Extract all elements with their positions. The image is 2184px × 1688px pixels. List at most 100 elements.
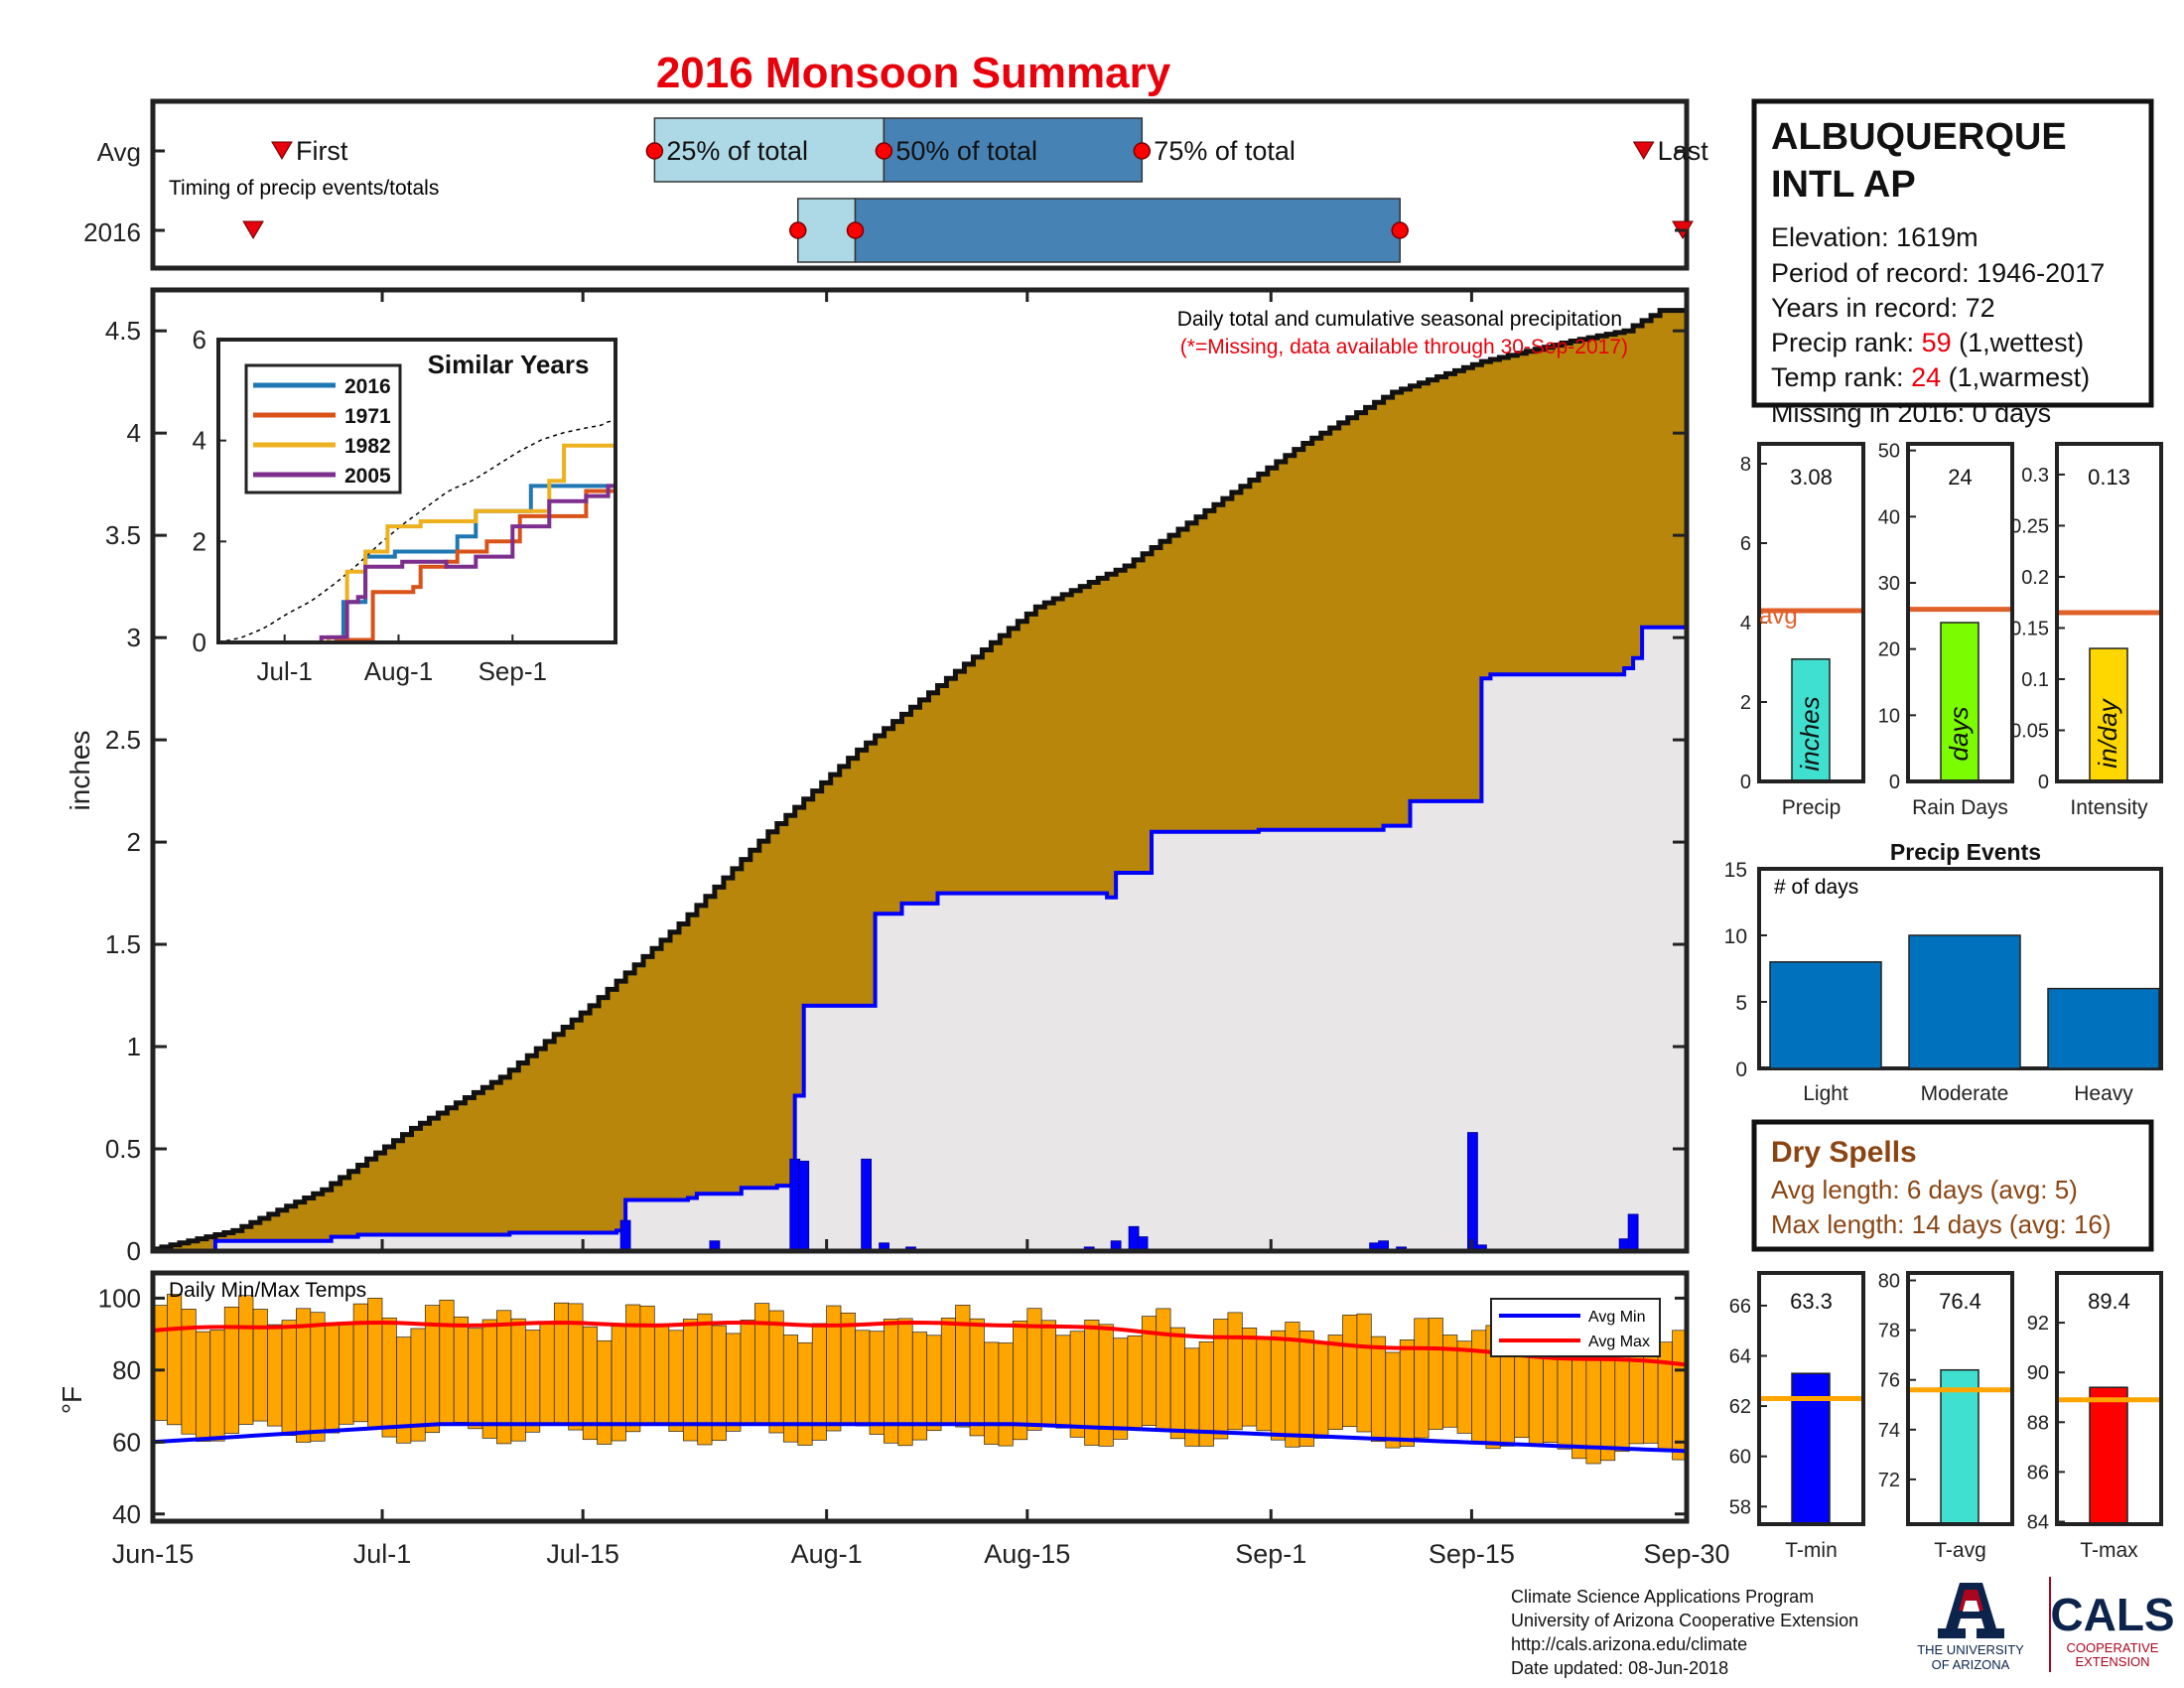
daily-temp-bar [797, 1341, 813, 1446]
daily-temp-bar [195, 1331, 211, 1442]
summary-ytick-label: 0.05 [2010, 720, 2049, 742]
timing-panel: Avg 2016 Timing of precip events/totals … [83, 98, 1708, 271]
daily-temp-bar [1514, 1345, 1530, 1439]
station-name-1: ALBUQUERQUE [1771, 116, 2067, 158]
inset-ytick-label: 4 [193, 426, 206, 456]
avg-p75-marker [1133, 142, 1152, 160]
summary-ytick-label: 0.25 [2010, 515, 2049, 537]
daily-temp-bar [1327, 1335, 1343, 1430]
summary-value-label: 24 [1948, 465, 1972, 490]
summary-ytick-label: 0.2 [2021, 567, 2049, 589]
observed-cumulative-area [153, 621, 1687, 1251]
temp-summary-frame [1906, 1271, 2014, 1526]
daily-temp-bar [1342, 1315, 1358, 1428]
summary-ytick-label: 2 [1740, 692, 1751, 714]
daily-temp-bar [654, 1324, 670, 1425]
temp-rank-value: 24 [1911, 362, 1941, 392]
timing-row-avg: Avg [97, 137, 141, 167]
temp-summary-ytick-label: 60 [1729, 1447, 1751, 1469]
daily-temp-bar [310, 1312, 326, 1442]
daily-temp-bar [281, 1320, 297, 1437]
precip-ylabel: inches [65, 731, 95, 811]
daily-temp-bar [668, 1330, 684, 1432]
daily-temp-bar [1040, 1320, 1056, 1426]
temp-summary-ytick-label: 78 [1878, 1321, 1900, 1342]
daily-temp-bar [998, 1342, 1014, 1447]
daily-temp-bar [1242, 1328, 1258, 1427]
inset-series-line-1971 [218, 461, 617, 644]
xaxis-tick-label: Sep-1 [1235, 1539, 1306, 1569]
timing-p50-label: 50% of total [895, 136, 1037, 166]
precip-ytick-label: 0.5 [105, 1134, 141, 1164]
avg-min-line [152, 1422, 1688, 1454]
summary-ytick-label: 4 [1740, 613, 1751, 634]
summary-unit-label: in/day [2093, 697, 2122, 768]
summary-panel-frame [1757, 442, 1865, 783]
daily-temp-bar [296, 1308, 312, 1443]
temp-summary-category: T-min [1785, 1539, 1838, 1562]
xaxis-tick-label: Jun-15 [112, 1539, 195, 1569]
inset-xtick-label: Jul-1 [256, 656, 312, 686]
daily-temp-bar [869, 1331, 885, 1435]
precip-missing-note: (*=Missing, data available through 30-Se… [1180, 336, 1628, 358]
daily-temp-bar [926, 1335, 942, 1432]
temp-summary-ytick-label: 86 [2027, 1462, 2049, 1483]
precip-ytick-label: 3 [127, 623, 141, 652]
daily-temp-bar [1298, 1331, 1314, 1447]
summary-ytick-label: 0.1 [2021, 669, 2049, 691]
daily-temp-bar [969, 1318, 985, 1437]
legend-avg-min: Avg Min [1588, 1309, 1646, 1326]
summary-bar-precip [1791, 658, 1831, 782]
daily-temp-bar [1313, 1342, 1329, 1439]
daily-precip-bar [798, 1160, 810, 1252]
temp-summary-value: 63.3 [1790, 1289, 1833, 1314]
summary-ytick-label: 20 [1878, 639, 1900, 661]
observed-cumulative-line [153, 621, 1689, 1253]
daily-temp-bar [238, 1295, 254, 1425]
precip-events-ytick-label: 10 [1724, 925, 1747, 948]
daily-temp-bar [1657, 1341, 1673, 1452]
precip-ytick-label: 1.5 [105, 929, 141, 959]
summary-ytick-label: 6 [1740, 533, 1751, 555]
daily-temp-bar [940, 1318, 956, 1426]
avg-q2-box [883, 117, 1144, 183]
precip-ytick-label: 1 [127, 1032, 141, 1061]
daily-temp-bar [267, 1324, 283, 1427]
temp-summary-value: 76.4 [1939, 1289, 1981, 1314]
temp-summary-ytick-label: 80 [1878, 1271, 1900, 1293]
daily-temp-bar [740, 1320, 755, 1425]
temp-summary-ytick-label: 74 [1878, 1420, 1900, 1442]
daily-precip-bar [619, 1219, 631, 1252]
cals-logo-text: CALS [2050, 1589, 2174, 1640]
summary-category-label: Rain Days [1912, 796, 2008, 819]
temp-summary-ytick-label: 84 [2027, 1511, 2049, 1533]
summary-ytick-label: 0 [1740, 772, 1751, 793]
station-info-box [1751, 98, 2154, 408]
daily-temp-bar [984, 1341, 1000, 1445]
daily-temp-bar [1471, 1330, 1487, 1444]
daily-temp-bar [439, 1299, 455, 1425]
precip-events-bar-moderate [1908, 934, 2021, 1069]
precip-rank-suffix: (1,wettest) [1952, 328, 2085, 357]
inset-xtick-label: Aug-1 [364, 656, 433, 686]
footer-line-1: Climate Science Applications Program [1511, 1587, 1814, 1607]
inset-legend-label: 2016 [344, 375, 391, 398]
precip-events-ylabel: # of days [1774, 876, 1858, 899]
precip-events-bar-heavy [2047, 987, 2160, 1069]
daily-temp-bar [1055, 1335, 1071, 1429]
daily-temp-bar [840, 1312, 856, 1425]
temp-summary-bar-t-max [2089, 1386, 2128, 1525]
station-elevation: Elevation: 1619m [1771, 222, 1979, 252]
station-info: ALBUQUERQUE INTL AP Elevation: 1619m Per… [1751, 98, 2154, 428]
summary-avg-label: avg [1759, 603, 1798, 630]
timing-p25-label: 25% of total [666, 136, 808, 166]
daily-temp-bar [1571, 1344, 1587, 1460]
precip-ytick-label: 0 [127, 1236, 141, 1266]
daily-temp-bar [1156, 1308, 1171, 1430]
temp-summary-ytick-label: 66 [1729, 1296, 1751, 1318]
daily-temp-bar [1113, 1337, 1129, 1440]
ua-logo-text-2: OF ARIZONA [1932, 1657, 2010, 1672]
temp-summary-category: T-avg [1934, 1539, 1986, 1562]
